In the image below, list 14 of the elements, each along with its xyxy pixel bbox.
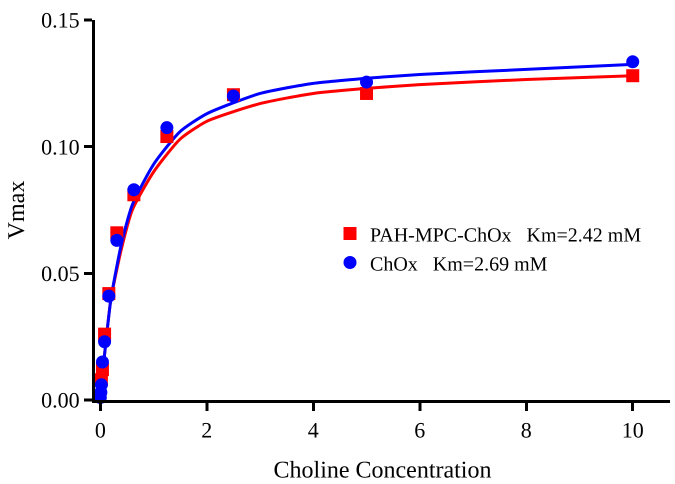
y-tick-label: 0.10 — [41, 134, 80, 160]
legend-label: PAH-MPC-ChOx Km=2.42 mM — [370, 224, 642, 246]
x-tick-label: 0 — [94, 417, 106, 442]
x-tick-label: 8 — [520, 417, 532, 442]
x-tick-label: 4 — [308, 417, 319, 442]
y-tick-label: 0.15 — [41, 8, 80, 33]
x-axis-title: Choline Concentration — [274, 458, 492, 484]
legend-label: ChOx Km=2.69 mM — [370, 253, 548, 276]
x-tick-label: 10 — [622, 417, 644, 442]
x-tick-label: 6 — [414, 417, 426, 442]
x-tick-label: 2 — [201, 417, 212, 442]
y-tick-label: 0.05 — [41, 261, 80, 286]
y-axis-title: Vmax — [4, 180, 30, 240]
y-tick-label: 0.00 — [41, 388, 80, 413]
